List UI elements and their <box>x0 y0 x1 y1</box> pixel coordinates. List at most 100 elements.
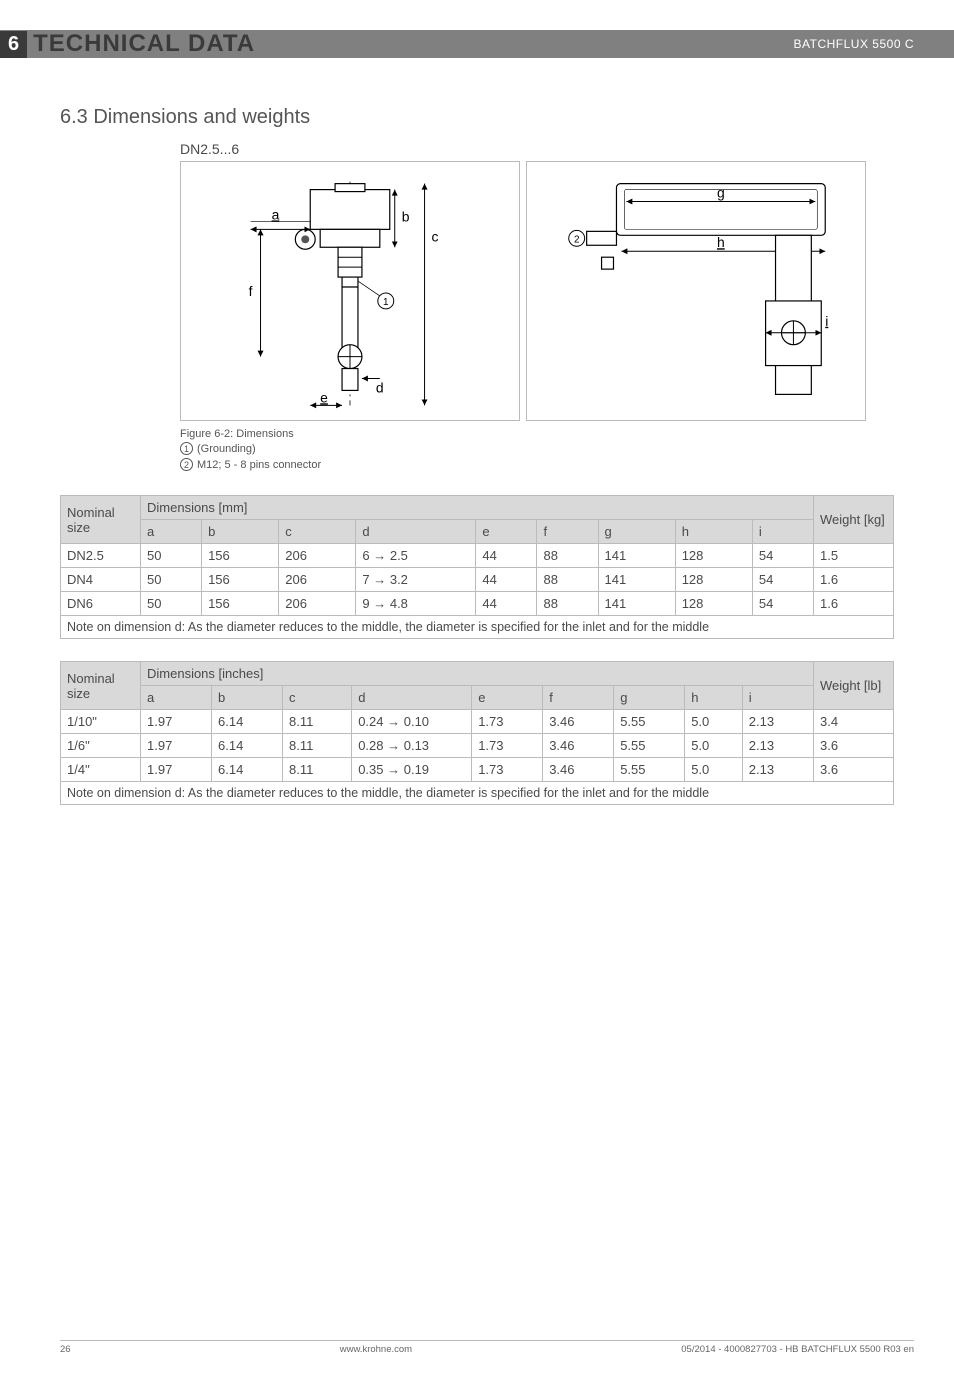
cell: 5.0 <box>685 758 743 782</box>
cell: 141 <box>598 568 675 592</box>
col-c: c <box>279 520 356 544</box>
cell: 5.55 <box>614 758 685 782</box>
cell: 50 <box>141 592 202 616</box>
cell: 1/6" <box>61 734 141 758</box>
table-row: a b c d e f g h i <box>61 520 894 544</box>
cell: 8.11 <box>283 734 352 758</box>
cell: 50 <box>141 544 202 568</box>
th-weight: Weight [kg] <box>814 496 894 544</box>
section-title: 6.3 Dimensions and weights <box>60 106 894 129</box>
footer-doc: 05/2014 - 4000827703 - HB BATCHFLUX 5500… <box>681 1344 914 1355</box>
cell: 156 <box>202 592 279 616</box>
note1-text: (Grounding) <box>197 443 256 455</box>
dimension-drawing-left: a b c d e f 1 <box>181 161 519 421</box>
cell: 8.11 <box>283 758 352 782</box>
dim-c-label: c <box>432 228 439 244</box>
col-f: f <box>537 520 598 544</box>
cell: 1.73 <box>472 734 543 758</box>
marker-2: 2 <box>574 234 580 245</box>
cell: 0.35 → 0.19 <box>352 758 472 782</box>
note-cell: Note on dimension d: As the diameter red… <box>61 616 894 639</box>
cell: 5.55 <box>614 710 685 734</box>
col-g: g <box>598 520 675 544</box>
cell: 1.73 <box>472 710 543 734</box>
figure-note-2: 2 M12; 5 - 8 pins connector <box>180 458 894 473</box>
dim-d-label: d <box>376 379 384 395</box>
col-h: h <box>675 520 752 544</box>
col-b: b <box>202 520 279 544</box>
cell: 50 <box>141 568 202 592</box>
cell: 7 → 3.2 <box>356 568 476 592</box>
cell: 44 <box>476 568 537 592</box>
cell: 1.73 <box>472 758 543 782</box>
cell: DN2.5 <box>61 544 141 568</box>
header-bar: 6 TECHNICAL DATA BATCHFLUX 5500 C <box>0 30 954 58</box>
cell: 8.11 <box>283 710 352 734</box>
dim-i-label: i <box>825 313 828 329</box>
cell: 1.97 <box>141 758 212 782</box>
page-footer: 26 www.krohne.com 05/2014 - 4000827703 -… <box>60 1340 914 1355</box>
cell: 2.13 <box>742 758 813 782</box>
footer-page: 26 <box>60 1344 71 1355</box>
th-weight-in: Weight [lb] <box>814 662 894 710</box>
th-dims-in: Dimensions [inches] <box>141 662 814 686</box>
cell: DN4 <box>61 568 141 592</box>
cell: 44 <box>476 544 537 568</box>
cell: 141 <box>598 544 675 568</box>
cell: 128 <box>675 568 752 592</box>
cell: 2.13 <box>742 710 813 734</box>
col-b: b <box>212 686 283 710</box>
dim-g-label: g <box>717 185 725 201</box>
col-e: e <box>472 686 543 710</box>
cell: 0.28 → 0.13 <box>352 734 472 758</box>
cell: 2.13 <box>742 734 813 758</box>
cell: 156 <box>202 544 279 568</box>
col-d: d <box>356 520 476 544</box>
figure-left: a b c d e f 1 <box>180 161 520 421</box>
figure-right: g 2 h i <box>526 161 866 421</box>
col-c: c <box>283 686 352 710</box>
figure-note-1: 1(Grounding) <box>180 442 894 457</box>
header-title: TECHNICAL DATA <box>33 30 255 58</box>
col-i: i <box>752 520 813 544</box>
dim-b-label: b <box>402 208 410 224</box>
figure-caption: Figure 6-2: Dimensions <box>180 427 894 442</box>
cell: 6 → 2.5 <box>356 544 476 568</box>
col-g: g <box>614 686 685 710</box>
note2-text: M12; 5 - 8 pins connector <box>197 459 321 471</box>
figure-row: a b c d e f 1 <box>180 161 894 421</box>
dimension-drawing-right: g 2 h i <box>527 161 865 421</box>
th-nominal: Nominal size <box>61 496 141 544</box>
dim-e-label: e <box>320 389 328 405</box>
cell: 3.6 <box>814 758 894 782</box>
cell: 1.97 <box>141 734 212 758</box>
cell: 1.97 <box>141 710 212 734</box>
th-nominal-in: Nominal size <box>61 662 141 710</box>
dim-f-label: f <box>249 283 253 299</box>
th-dims: Dimensions [mm] <box>141 496 814 520</box>
header-product: BATCHFLUX 5500 C <box>794 37 954 51</box>
cell: 6.14 <box>212 710 283 734</box>
table-note-row: Note on dimension d: As the diameter red… <box>61 616 894 639</box>
cell: 44 <box>476 592 537 616</box>
cell: 5.0 <box>685 710 743 734</box>
cell: 128 <box>675 544 752 568</box>
dim-a-label: a <box>272 206 280 222</box>
cell: 5.55 <box>614 734 685 758</box>
page-content: 6.3 Dimensions and weights DN2.5...6 <box>0 106 954 805</box>
dim-h-label: h <box>717 234 725 250</box>
figure-subheading: DN2.5...6 <box>180 141 894 157</box>
cell: 6.14 <box>212 734 283 758</box>
table-row: DN2.5 50 156 206 6 → 2.5 44 88 141 128 5… <box>61 544 894 568</box>
col-d: d <box>352 686 472 710</box>
cell: DN6 <box>61 592 141 616</box>
col-h: h <box>685 686 743 710</box>
cell: 206 <box>279 544 356 568</box>
circled-2-icon: 2 <box>180 458 193 471</box>
table-row: a b c d e f g h i <box>61 686 894 710</box>
cell: 1.6 <box>814 568 894 592</box>
col-i: i <box>742 686 813 710</box>
cell: 54 <box>752 544 813 568</box>
cell: 3.4 <box>814 710 894 734</box>
note-cell: Note on dimension d: As the diameter red… <box>61 782 894 805</box>
